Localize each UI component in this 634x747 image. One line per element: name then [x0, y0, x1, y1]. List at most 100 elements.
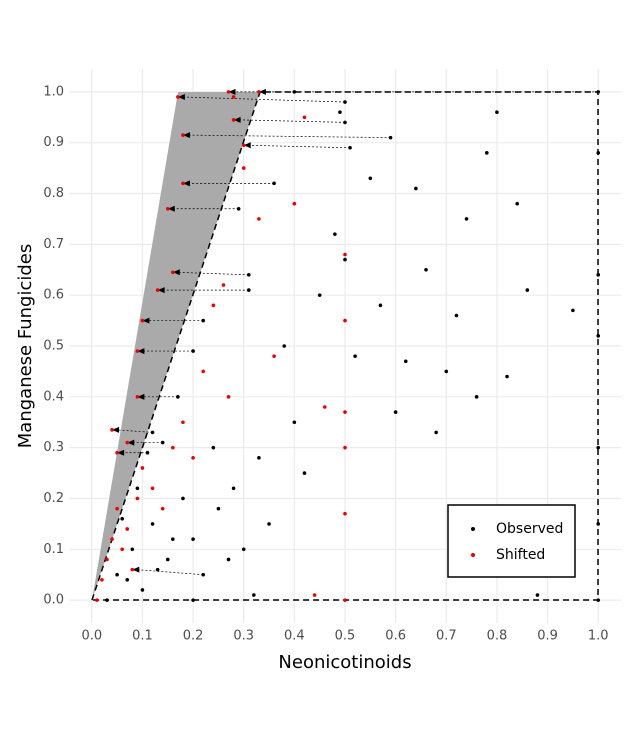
point: [348, 145, 352, 150]
arrow-head: [157, 287, 165, 294]
point: [272, 354, 276, 358]
point: [302, 115, 307, 120]
point: [312, 593, 317, 597]
point: [241, 166, 246, 170]
legend-marker: [471, 527, 475, 531]
point: [378, 303, 383, 308]
point: [140, 588, 145, 592]
shift-arrow: [237, 119, 346, 123]
point: [403, 359, 408, 364]
point: [596, 334, 601, 338]
arrow-head: [258, 88, 266, 95]
point: [424, 267, 428, 272]
shift-arrow: [186, 134, 391, 138]
point: [571, 308, 575, 313]
point: [292, 420, 297, 425]
point: [596, 90, 601, 94]
point: [464, 217, 469, 221]
point: [515, 201, 519, 206]
point: [343, 445, 347, 450]
shift-arrow: [176, 271, 249, 276]
point: [191, 456, 195, 460]
point: [236, 206, 241, 211]
y-tick-label: 0.2: [43, 491, 64, 506]
point: [257, 90, 261, 94]
point: [393, 410, 398, 414]
point: [120, 547, 124, 552]
point: [343, 257, 347, 262]
shift-arrow: [247, 144, 351, 149]
point: [211, 445, 216, 450]
point: [135, 486, 140, 491]
shift-arrow: [136, 569, 204, 576]
point: [241, 143, 246, 148]
point: [596, 445, 601, 450]
point: [171, 537, 175, 541]
x-tick-label: 0.7: [436, 629, 457, 644]
point: [120, 517, 124, 521]
arrow-head: [177, 93, 185, 100]
point: [211, 303, 216, 308]
point: [257, 456, 261, 460]
point: [191, 349, 195, 353]
x-tick-label: 0.1: [132, 629, 153, 644]
arrow-head: [172, 269, 180, 276]
point: [191, 598, 195, 602]
point: [201, 318, 206, 323]
point: [343, 318, 347, 323]
arrow-head: [132, 566, 140, 573]
point: [165, 206, 170, 211]
point: [140, 318, 145, 323]
legend-label: Observed: [496, 521, 563, 537]
y-tick-label: 0.0: [43, 593, 64, 608]
arrow-head: [117, 449, 125, 456]
x-tick-label: 0.0: [81, 629, 102, 644]
point: [226, 557, 231, 562]
point: [241, 547, 246, 552]
point: [176, 395, 180, 399]
arrow-head: [243, 142, 251, 149]
y-tick-label: 1.0: [43, 84, 64, 99]
x-tick-label: 0.9: [537, 629, 558, 644]
x-axis-title: Neonicotinoids: [278, 652, 411, 673]
point: [165, 557, 170, 562]
point: [246, 288, 251, 292]
point: [343, 410, 347, 414]
point: [292, 201, 297, 206]
arrow-head: [182, 180, 190, 187]
x-tick-label: 0.3: [233, 629, 254, 644]
point: [221, 283, 226, 287]
point: [160, 506, 165, 511]
point: [343, 120, 347, 125]
arrow-head: [228, 88, 236, 95]
x-tick-label: 0.6: [385, 629, 406, 644]
point: [150, 430, 155, 435]
point: [181, 496, 185, 501]
point: [201, 369, 206, 374]
point: [95, 598, 99, 602]
point: [434, 430, 438, 435]
arrow-head: [233, 116, 241, 123]
point: [130, 547, 135, 552]
point: [257, 217, 261, 221]
legend-box: [447, 504, 576, 578]
point: [252, 593, 256, 597]
point: [474, 395, 479, 399]
point: [231, 95, 236, 99]
point: [353, 354, 357, 358]
y-tick-label: 0.6: [43, 288, 64, 303]
point: [272, 181, 276, 186]
arrows: [112, 88, 599, 576]
point: [181, 420, 185, 425]
point: [181, 181, 185, 186]
y-tick-label: 0.7: [43, 237, 64, 252]
point: [505, 374, 509, 379]
point: [191, 537, 195, 541]
arrow-head: [137, 393, 145, 400]
point: [292, 90, 297, 94]
y-tick-label: 0.3: [43, 440, 64, 455]
point: [140, 466, 145, 470]
x-tick-label: 0.2: [183, 629, 204, 644]
shift-arrow: [181, 96, 346, 103]
point: [125, 577, 130, 582]
